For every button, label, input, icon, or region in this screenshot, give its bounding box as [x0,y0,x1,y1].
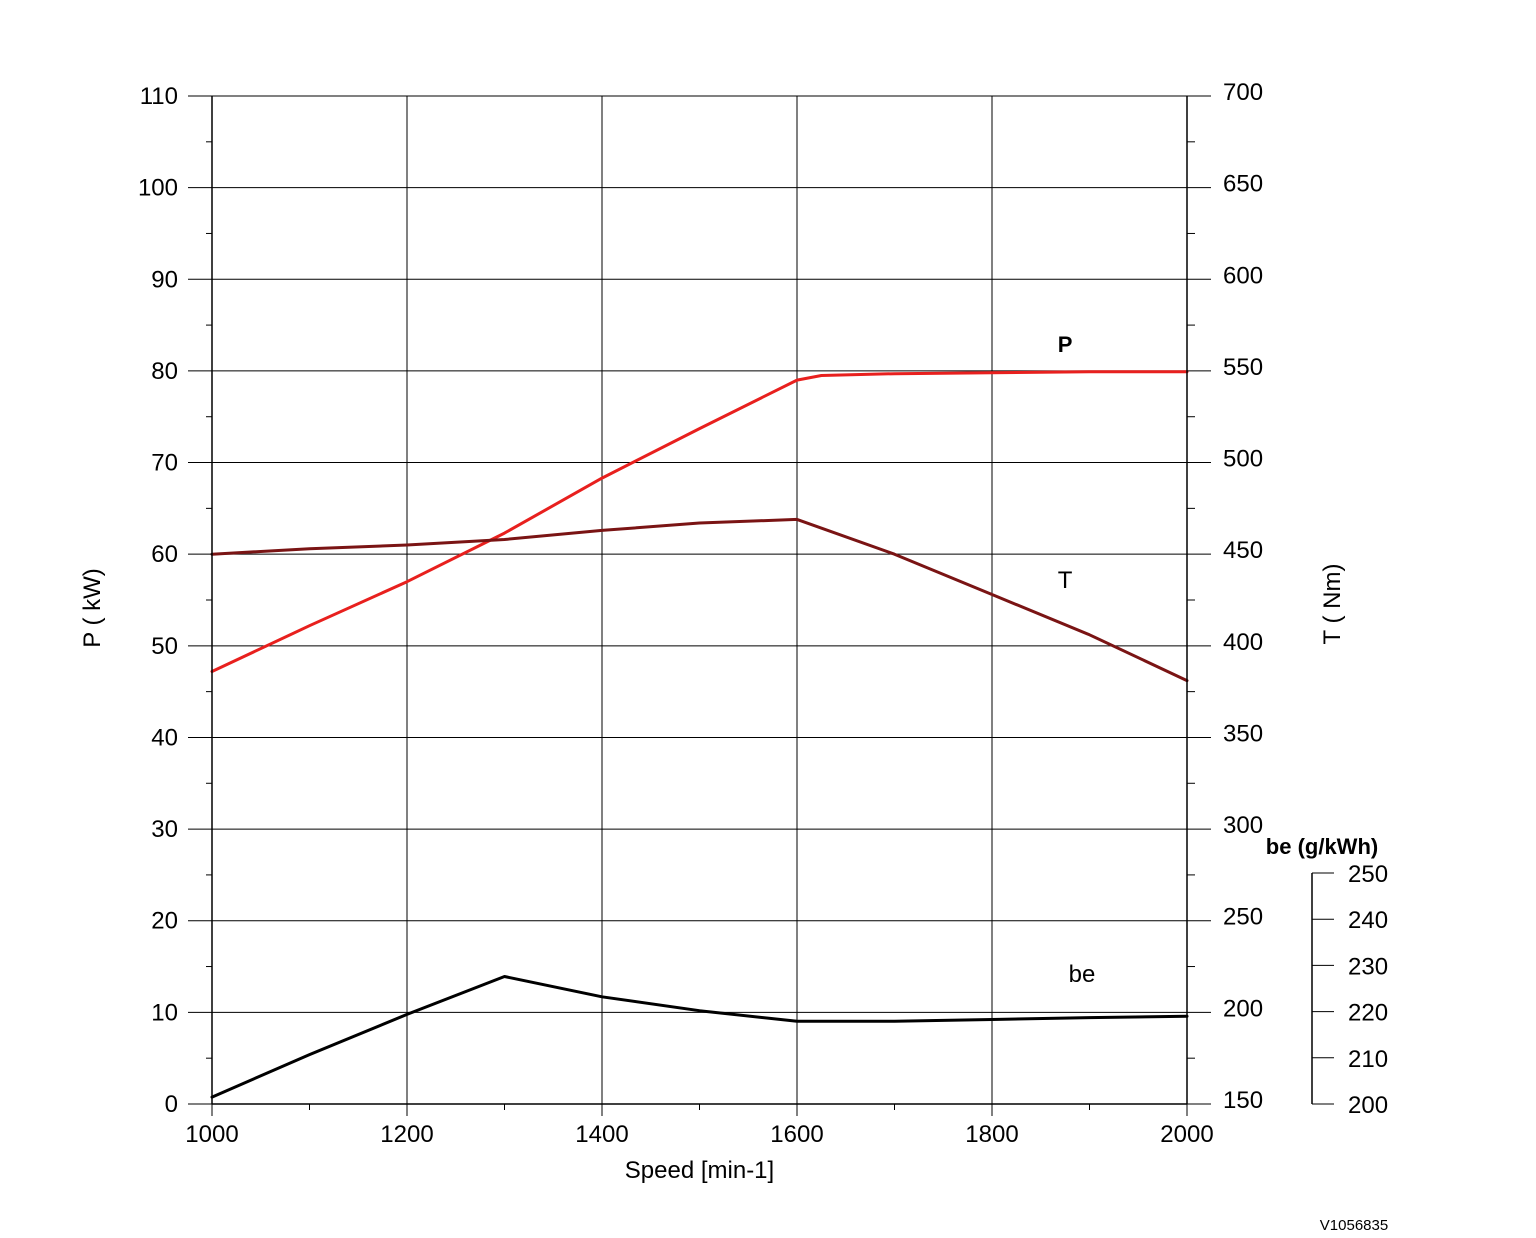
y-axis-left-tick-label: 70 [151,450,178,477]
y-axis-left-tick-label: 20 [151,908,178,935]
y-axis-left-tick-label: 50 [151,633,178,660]
y-axis-right-tick-label: 400 [1223,629,1263,656]
series-label-be: be [1069,961,1096,988]
series-label-t: T [1058,567,1073,594]
y-axis-right-tick-label: 700 [1223,79,1263,106]
y-axis-right-tick-label: 350 [1223,720,1263,747]
y-axis-right-tick-label: 650 [1223,171,1263,198]
reference-code: V1056835 [1320,1217,1388,1234]
axes: 0 10 20 30 40 50 60 70 80 90 100 110 150 200 250 300 350… [138,79,1388,1148]
series-line-t [210,517,1189,683]
y-axis-right-tick-label: 200 [1223,995,1263,1022]
y-axis-left-tick-label: 100 [138,175,178,202]
be-axis-title: be (g/kWh) [1266,834,1378,859]
be-axis-tick-label: 240 [1348,907,1388,934]
y-axis-right-tick-label: 500 [1223,446,1263,473]
series-line-p [210,370,1189,673]
y-axis-right-tick-label: 550 [1223,354,1263,381]
series-label-p: P [1058,332,1073,357]
grid [211,95,1188,1105]
y-axis-right-tick-label: 600 [1223,262,1263,289]
y-axis-left-tick-label: 110 [140,83,178,110]
y-axis-right-tick-label: 300 [1223,812,1263,839]
x-axis-tick-label: 1000 [185,1121,238,1148]
y-axis-left-tick-label: 40 [151,724,178,751]
y-axis-left-tick-label: 10 [151,999,178,1026]
x-axis-tick-label: 1800 [965,1121,1018,1148]
series-line-be [210,975,1189,1099]
y-axis-left-tick-label: 0 [165,1091,178,1118]
be-axis-tick-label: 220 [1348,1000,1388,1027]
be-axis-tick-label: 200 [1348,1092,1388,1119]
be-axis-tick-label: 210 [1348,1046,1388,1073]
be-axis-tick-label: 230 [1348,953,1388,980]
be-axis-tick-label: 250 [1348,861,1388,888]
series-lines [210,370,1189,1099]
y-axis-left-title: P ( kW) [79,568,106,648]
y-axis-left-tick-label: 90 [151,266,178,293]
y-axis-left-tick-label: 80 [151,358,178,385]
y-axis-right-tick-label: 450 [1223,537,1263,564]
y-axis-right-title: T ( Nm) [1319,564,1346,645]
y-axis-right-tick-label: 150 [1223,1087,1263,1114]
y-axis-left-tick-label: 30 [151,816,178,843]
labels: Speed [min-1] P ( kW) T ( Nm) be (g/kWh)… [79,332,1388,1234]
x-axis-tick-label: 2000 [1160,1121,1213,1148]
x-axis-tick-label: 1200 [380,1121,433,1148]
x-axis-title: Speed [min-1] [625,1157,774,1184]
x-axis-tick-label: 1400 [575,1121,628,1148]
y-axis-right-tick-label: 250 [1223,904,1263,931]
y-axis-left-tick-label: 60 [151,541,178,568]
x-axis-tick-label: 1600 [770,1121,823,1148]
